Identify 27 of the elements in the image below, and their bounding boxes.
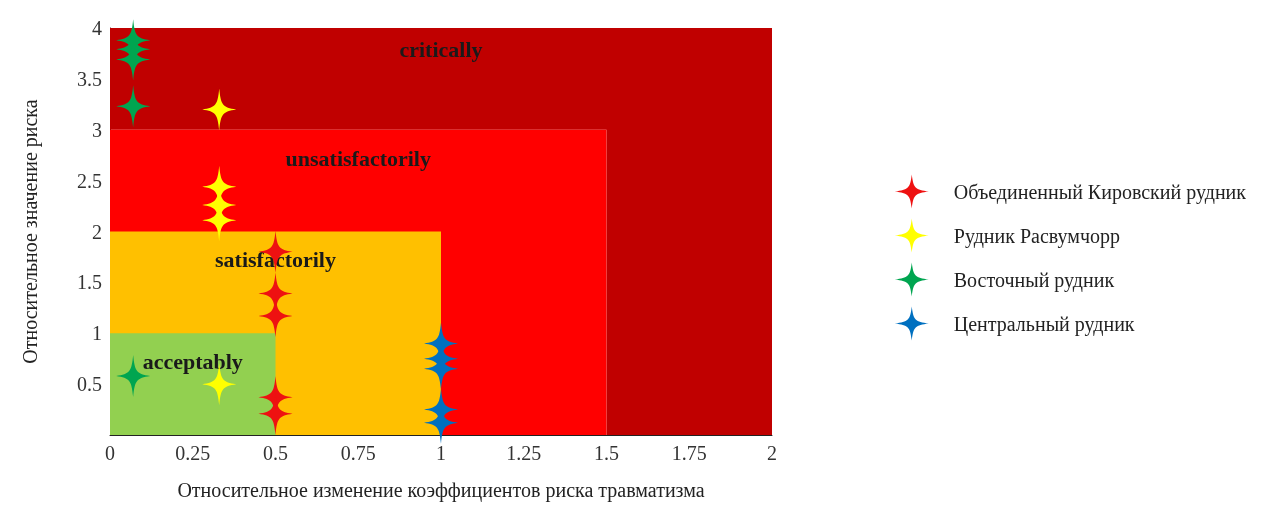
y-tick-label: 4	[92, 17, 102, 39]
x-tick-label: 2	[767, 442, 777, 464]
y-tick-label: 2	[92, 220, 102, 243]
x-tick-label: 1	[436, 442, 446, 464]
y-tick-label: 1	[92, 322, 102, 345]
x-tick-label: 1.25	[506, 442, 542, 464]
x-tick-label: 0.75	[340, 442, 376, 464]
y-tick-label: 3	[92, 118, 102, 141]
x-tick-label: 1.75	[671, 442, 707, 464]
x-tick-label: 0	[105, 442, 115, 464]
x-tick-label: 0.5	[263, 442, 288, 464]
series-label: unsatisfactorily	[285, 145, 431, 171]
x-axis-title: Относительное изменение коэффициентов риска травматизма	[177, 479, 705, 502]
legend-label: Рудник Расвумчорр	[953, 224, 1121, 248]
y-tick-label: 2.5	[77, 169, 102, 192]
x-tick-label: 0.25	[175, 442, 211, 464]
legend-label: Объединенный Кировский рудник	[953, 180, 1247, 204]
band-label: critically	[399, 36, 483, 62]
legend-label: Восточный рудник	[953, 268, 1115, 292]
y-axis-title: Относительное значение риска	[19, 99, 42, 364]
point	[202, 88, 237, 131]
y-tick-label: 1.5	[77, 271, 102, 294]
y-tick-label: 3.5	[77, 67, 102, 90]
x-tick-label: 1.5	[594, 442, 619, 464]
series-label: acceptably	[142, 349, 243, 375]
legend-label: Центральный рудник	[953, 312, 1135, 336]
y-tick-label: 0.5	[77, 373, 102, 396]
